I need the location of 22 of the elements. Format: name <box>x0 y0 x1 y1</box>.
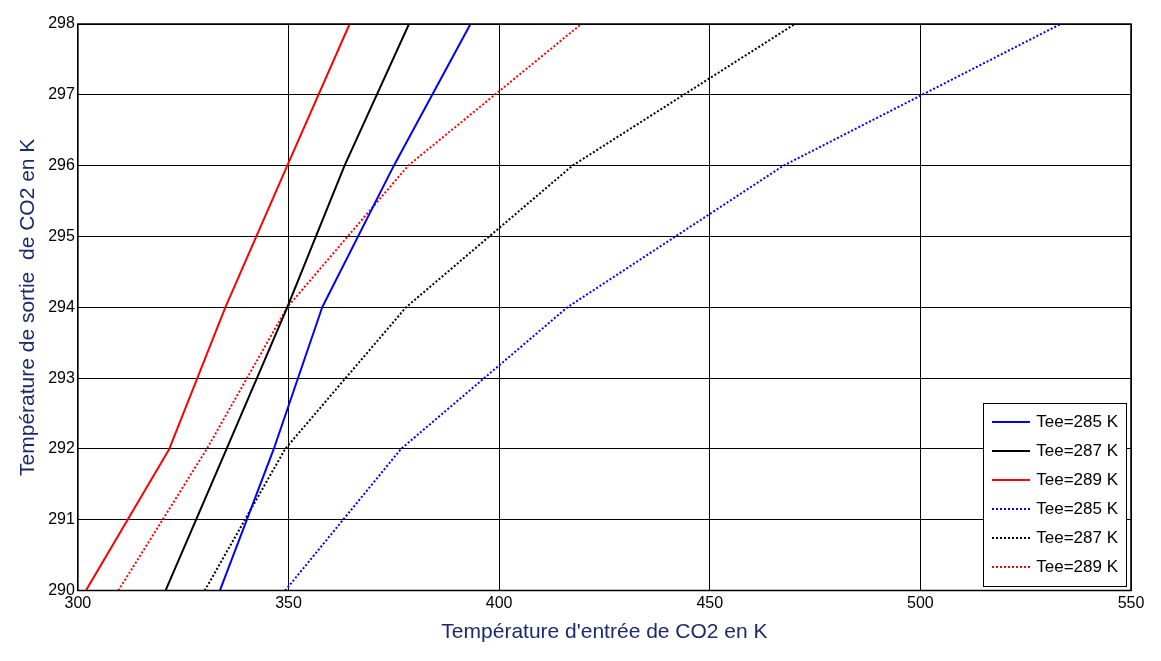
y-tick-label: 294 <box>48 297 75 315</box>
y-tick-label: 295 <box>48 226 75 244</box>
y-axis-title: Température de sortie de CO2 en K <box>15 138 39 476</box>
legend-label: Tee=287 K <box>1036 528 1118 549</box>
y-tick-label: 297 <box>48 85 75 103</box>
legend-label: Tee=285 K <box>1036 499 1118 520</box>
legend-label: Tee=287 K <box>1036 441 1118 462</box>
y-tick-label: 293 <box>48 368 75 386</box>
y-tick-label: 298 <box>48 14 75 32</box>
legend-label: Tee=289 K <box>1036 557 1118 578</box>
x-tick-label: 350 <box>275 593 302 611</box>
x-tick-label: 400 <box>485 593 513 611</box>
legend-label: Tee=289 K <box>1036 470 1118 491</box>
line-series <box>117 24 583 591</box>
legend-label: Tee=285 K <box>1036 412 1118 433</box>
y-tick-label: 291 <box>48 510 75 528</box>
x-tick-label: 550 <box>1117 593 1145 611</box>
x-axis-title: Température d'entrée de CO2 en K <box>441 619 768 643</box>
x-tick-label: 450 <box>696 593 724 611</box>
y-tick-label: 296 <box>48 156 75 174</box>
x-tick-label: 500 <box>907 593 934 611</box>
y-tick-label: 292 <box>48 439 75 457</box>
